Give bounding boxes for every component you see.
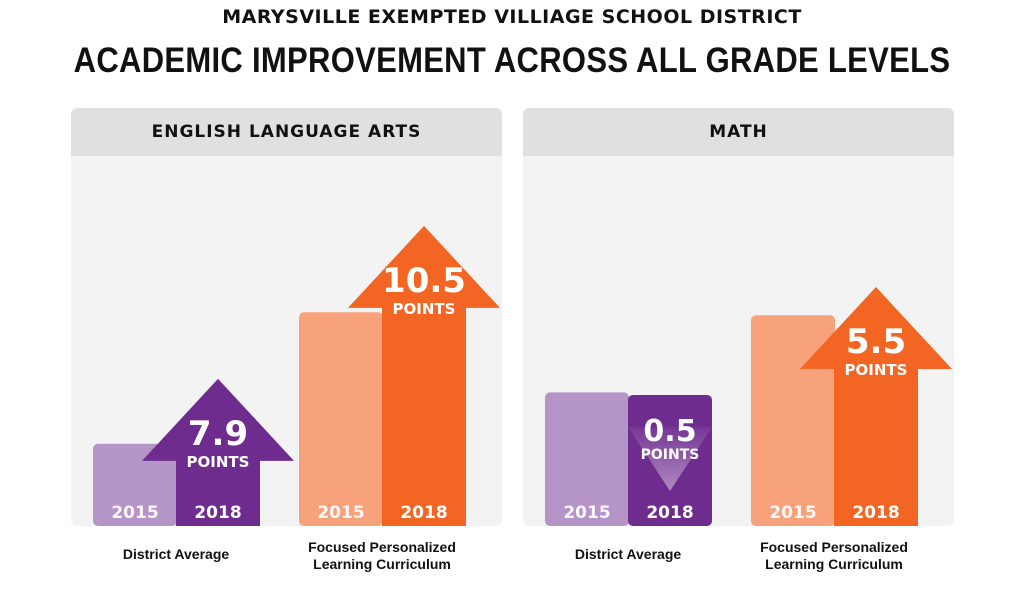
down-arrow-icon [628, 426, 712, 491]
category-label-district-average: District Average [66, 546, 286, 563]
category-label-line: District Average [574, 546, 682, 562]
category-label-line: Focused Personalized [760, 539, 908, 555]
bar-district-average-2015 [545, 392, 629, 526]
change-value-district-average: 7.9 [188, 414, 248, 454]
category-label-line: District Average [122, 546, 230, 562]
year-label-focused-personalized-learning-curriculum-2018: 2018 [400, 503, 447, 523]
year-label-focused-personalized-learning-curriculum-2015: 2015 [317, 503, 364, 523]
change-unit-focused-personalized-learning-curriculum: POINTS [393, 300, 456, 318]
change-unit-district-average: POINTS [187, 453, 250, 471]
ela-panel-header: ENGLISH LANGUAGE ARTS [71, 108, 502, 156]
super-title: MARYSVILLE EXEMPTED VILLIAGE SCHOOL DIST… [222, 6, 802, 28]
math-panel-header: MATH [523, 108, 954, 156]
change-value-focused-personalized-learning-curriculum: 5.5 [846, 322, 906, 362]
category-label-district-average: District Average [518, 546, 738, 563]
category-label-focused-personalized-learning-curriculum: Focused Personalized Learning Curriculum [272, 539, 492, 573]
bar-focused-personalized-learning-curriculum-2018 [348, 225, 500, 526]
year-label-focused-personalized-learning-curriculum-2018: 2018 [852, 503, 899, 523]
category-label-line: Focused Personalized [308, 539, 456, 555]
year-label-district-average-2015: 2015 [563, 503, 610, 523]
category-label-line: Learning Curriculum [313, 556, 451, 572]
year-label-district-average-2018: 2018 [194, 503, 241, 523]
year-label-focused-personalized-learning-curriculum-2015: 2015 [769, 503, 816, 523]
bar-focused-personalized-learning-curriculum-2018 [800, 287, 952, 526]
category-label-focused-personalized-learning-curriculum: Focused Personalized Learning Curriculum [724, 539, 944, 573]
change-value-district-average: 0.5 [643, 414, 696, 449]
math-panel: 2015 0.5 POINTS 2018 2015 5.5 POINTS 2018 MATH [523, 108, 954, 526]
change-unit-focused-personalized-learning-curriculum: POINTS [845, 361, 908, 379]
bar-district-average-2018 [142, 378, 294, 526]
ela-panel: 2015 7.9 POINTS 2018 2015 10.5 POINTS 2018 ENGL… [71, 108, 502, 526]
year-label-district-average-2018: 2018 [646, 503, 693, 523]
bar-district-average-2015 [93, 443, 177, 526]
main-title: ACADEMIC IMPROVEMENT ACROSS ALL GRADE LE… [73, 40, 951, 81]
change-value-focused-personalized-learning-curriculum: 10.5 [382, 261, 466, 301]
change-unit-district-average: POINTS [641, 447, 700, 463]
category-label-line: Learning Curriculum [765, 556, 903, 572]
year-label-district-average-2015: 2015 [111, 503, 158, 523]
bar-focused-personalized-learning-curriculum-2015 [299, 312, 383, 526]
